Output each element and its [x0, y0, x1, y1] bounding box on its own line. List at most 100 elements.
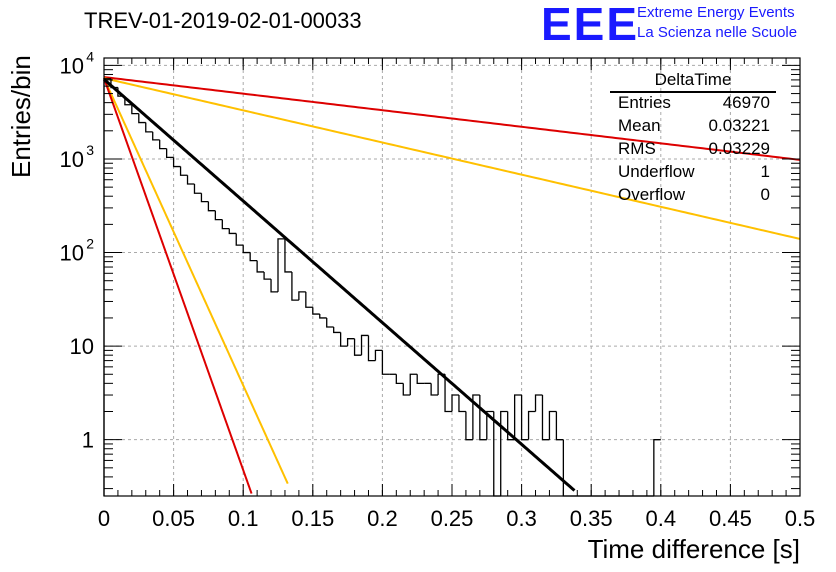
stats-row-overflow: Overflow 0 [618, 185, 770, 207]
histogram-bin [339, 332, 348, 347]
histogram-bin [486, 410, 494, 440]
histogram-bin [374, 349, 383, 361]
fit-line [103, 78, 576, 492]
histogram-bin [444, 374, 452, 413]
histogram-bin [214, 210, 223, 221]
stats-key: Underflow [618, 162, 695, 181]
stats-key: Entries [618, 93, 671, 112]
histogram-bin [235, 233, 244, 246]
histogram-bin [319, 314, 327, 319]
histogram-bin [513, 394, 522, 440]
histogram-bin [360, 334, 369, 356]
logo-line-1: Extreme Energy Events [637, 4, 795, 21]
histogram-bin [200, 193, 209, 203]
histogram-bin [179, 166, 188, 176]
x-tick-label: 0.35 [570, 506, 613, 531]
histogram-bin [312, 307, 320, 315]
stats-value: 0.03221 [708, 116, 770, 135]
run-title: TREV-01-2019-02-01-00033 [84, 8, 362, 33]
y-tick-exponent: 2 [86, 236, 94, 252]
histogram-bin [458, 395, 466, 413]
y-axis-label: Entries/bin [6, 55, 36, 178]
logo-line-2: La Scienza nelle Scuole [637, 24, 798, 41]
histogram-bin [298, 291, 306, 301]
x-tick-label: 0.3 [506, 506, 537, 531]
reference-line [103, 76, 801, 161]
stats-row-rms: RMS 0.03229 [618, 139, 770, 161]
x-tick-label: 0.25 [431, 506, 474, 531]
histogram-bin [333, 327, 341, 334]
histogram-bin [172, 157, 181, 168]
y-tick-label: 10 [60, 147, 84, 172]
stats-value: 1 [760, 162, 770, 181]
histogram-bin [138, 113, 146, 124]
y-tick-exponent: 4 [86, 48, 94, 64]
reference-line [103, 77, 801, 240]
histogram-bin [416, 374, 425, 384]
x-axis-label: Time difference [s] [587, 534, 800, 564]
reference-line [103, 77, 289, 485]
stats-value: 0.03229 [708, 139, 770, 158]
reference-lines [103, 76, 801, 494]
eee-logo: EEE [541, 0, 640, 50]
histogram-bin [305, 291, 313, 308]
histogram-bin [193, 184, 202, 194]
stats-key: Overflow [618, 185, 686, 204]
histogram-bin [270, 279, 278, 293]
stats-key: RMS [618, 139, 656, 158]
x-tick-label: 0.05 [152, 506, 195, 531]
x-tick-label: 0 [98, 506, 110, 531]
histogram-bin [520, 395, 529, 441]
histogram-bin [242, 245, 251, 254]
y-tick-label: 10 [70, 334, 94, 359]
histogram-bin [430, 383, 439, 396]
histogram-bin [500, 410, 508, 496]
histogram-bin [541, 395, 550, 441]
stats-value: 0 [760, 185, 770, 204]
x-tick-label: 0.4 [646, 506, 677, 531]
x-tick-label: 0.45 [709, 506, 752, 531]
histogram-bin [451, 394, 459, 412]
y-axis-label-wrap: Entries/bin [4, 55, 36, 188]
histogram-bin [555, 411, 564, 441]
histogram-bin [159, 139, 167, 150]
histogram-bin [145, 122, 153, 133]
histogram-bin [395, 374, 404, 384]
axis-ticks [103, 58, 801, 496]
histogram-bin [152, 131, 160, 141]
reference-line [103, 77, 253, 494]
histogram-bin [277, 238, 285, 292]
histogram-bin [256, 260, 265, 273]
stats-row-mean: Mean 0.03221 [618, 116, 770, 138]
histogram-bin [402, 383, 411, 396]
histogram-bin [409, 373, 418, 396]
y-tick-exponent: 3 [86, 142, 94, 158]
histogram-bin [472, 394, 480, 440]
exponential-fit-line [103, 78, 576, 492]
histogram-bin [228, 228, 237, 235]
stats-row-underflow: Underflow 1 [618, 162, 770, 184]
x-tick-label: 0.15 [291, 506, 334, 531]
histogram-bin [479, 395, 487, 441]
histogram-bin [326, 317, 334, 328]
histogram-bin [165, 148, 174, 159]
stats-row-entries: Entries 46970 [618, 93, 770, 115]
stats-value: 46970 [722, 93, 770, 112]
histogram-bin [381, 350, 390, 375]
histogram-bin [263, 271, 272, 280]
histogram-bin [353, 338, 362, 356]
y-tick-label: 10 [60, 241, 84, 266]
stats-box: DeltaTime Entries 46970 Mean 0.03221 RMS… [610, 70, 776, 210]
stats-key: Mean [618, 116, 661, 135]
x-tick-label: 0.1 [228, 506, 259, 531]
histogram-bin [465, 411, 473, 441]
histogram-bin [291, 271, 299, 301]
histogram-bin [653, 439, 661, 496]
histogram-bin [367, 335, 376, 362]
histogram-bin [346, 338, 355, 347]
histogram-bin [207, 201, 216, 212]
histogram-bin [249, 252, 258, 262]
stats-title: DeltaTime [610, 70, 776, 93]
histogram-bin [103, 78, 111, 496]
